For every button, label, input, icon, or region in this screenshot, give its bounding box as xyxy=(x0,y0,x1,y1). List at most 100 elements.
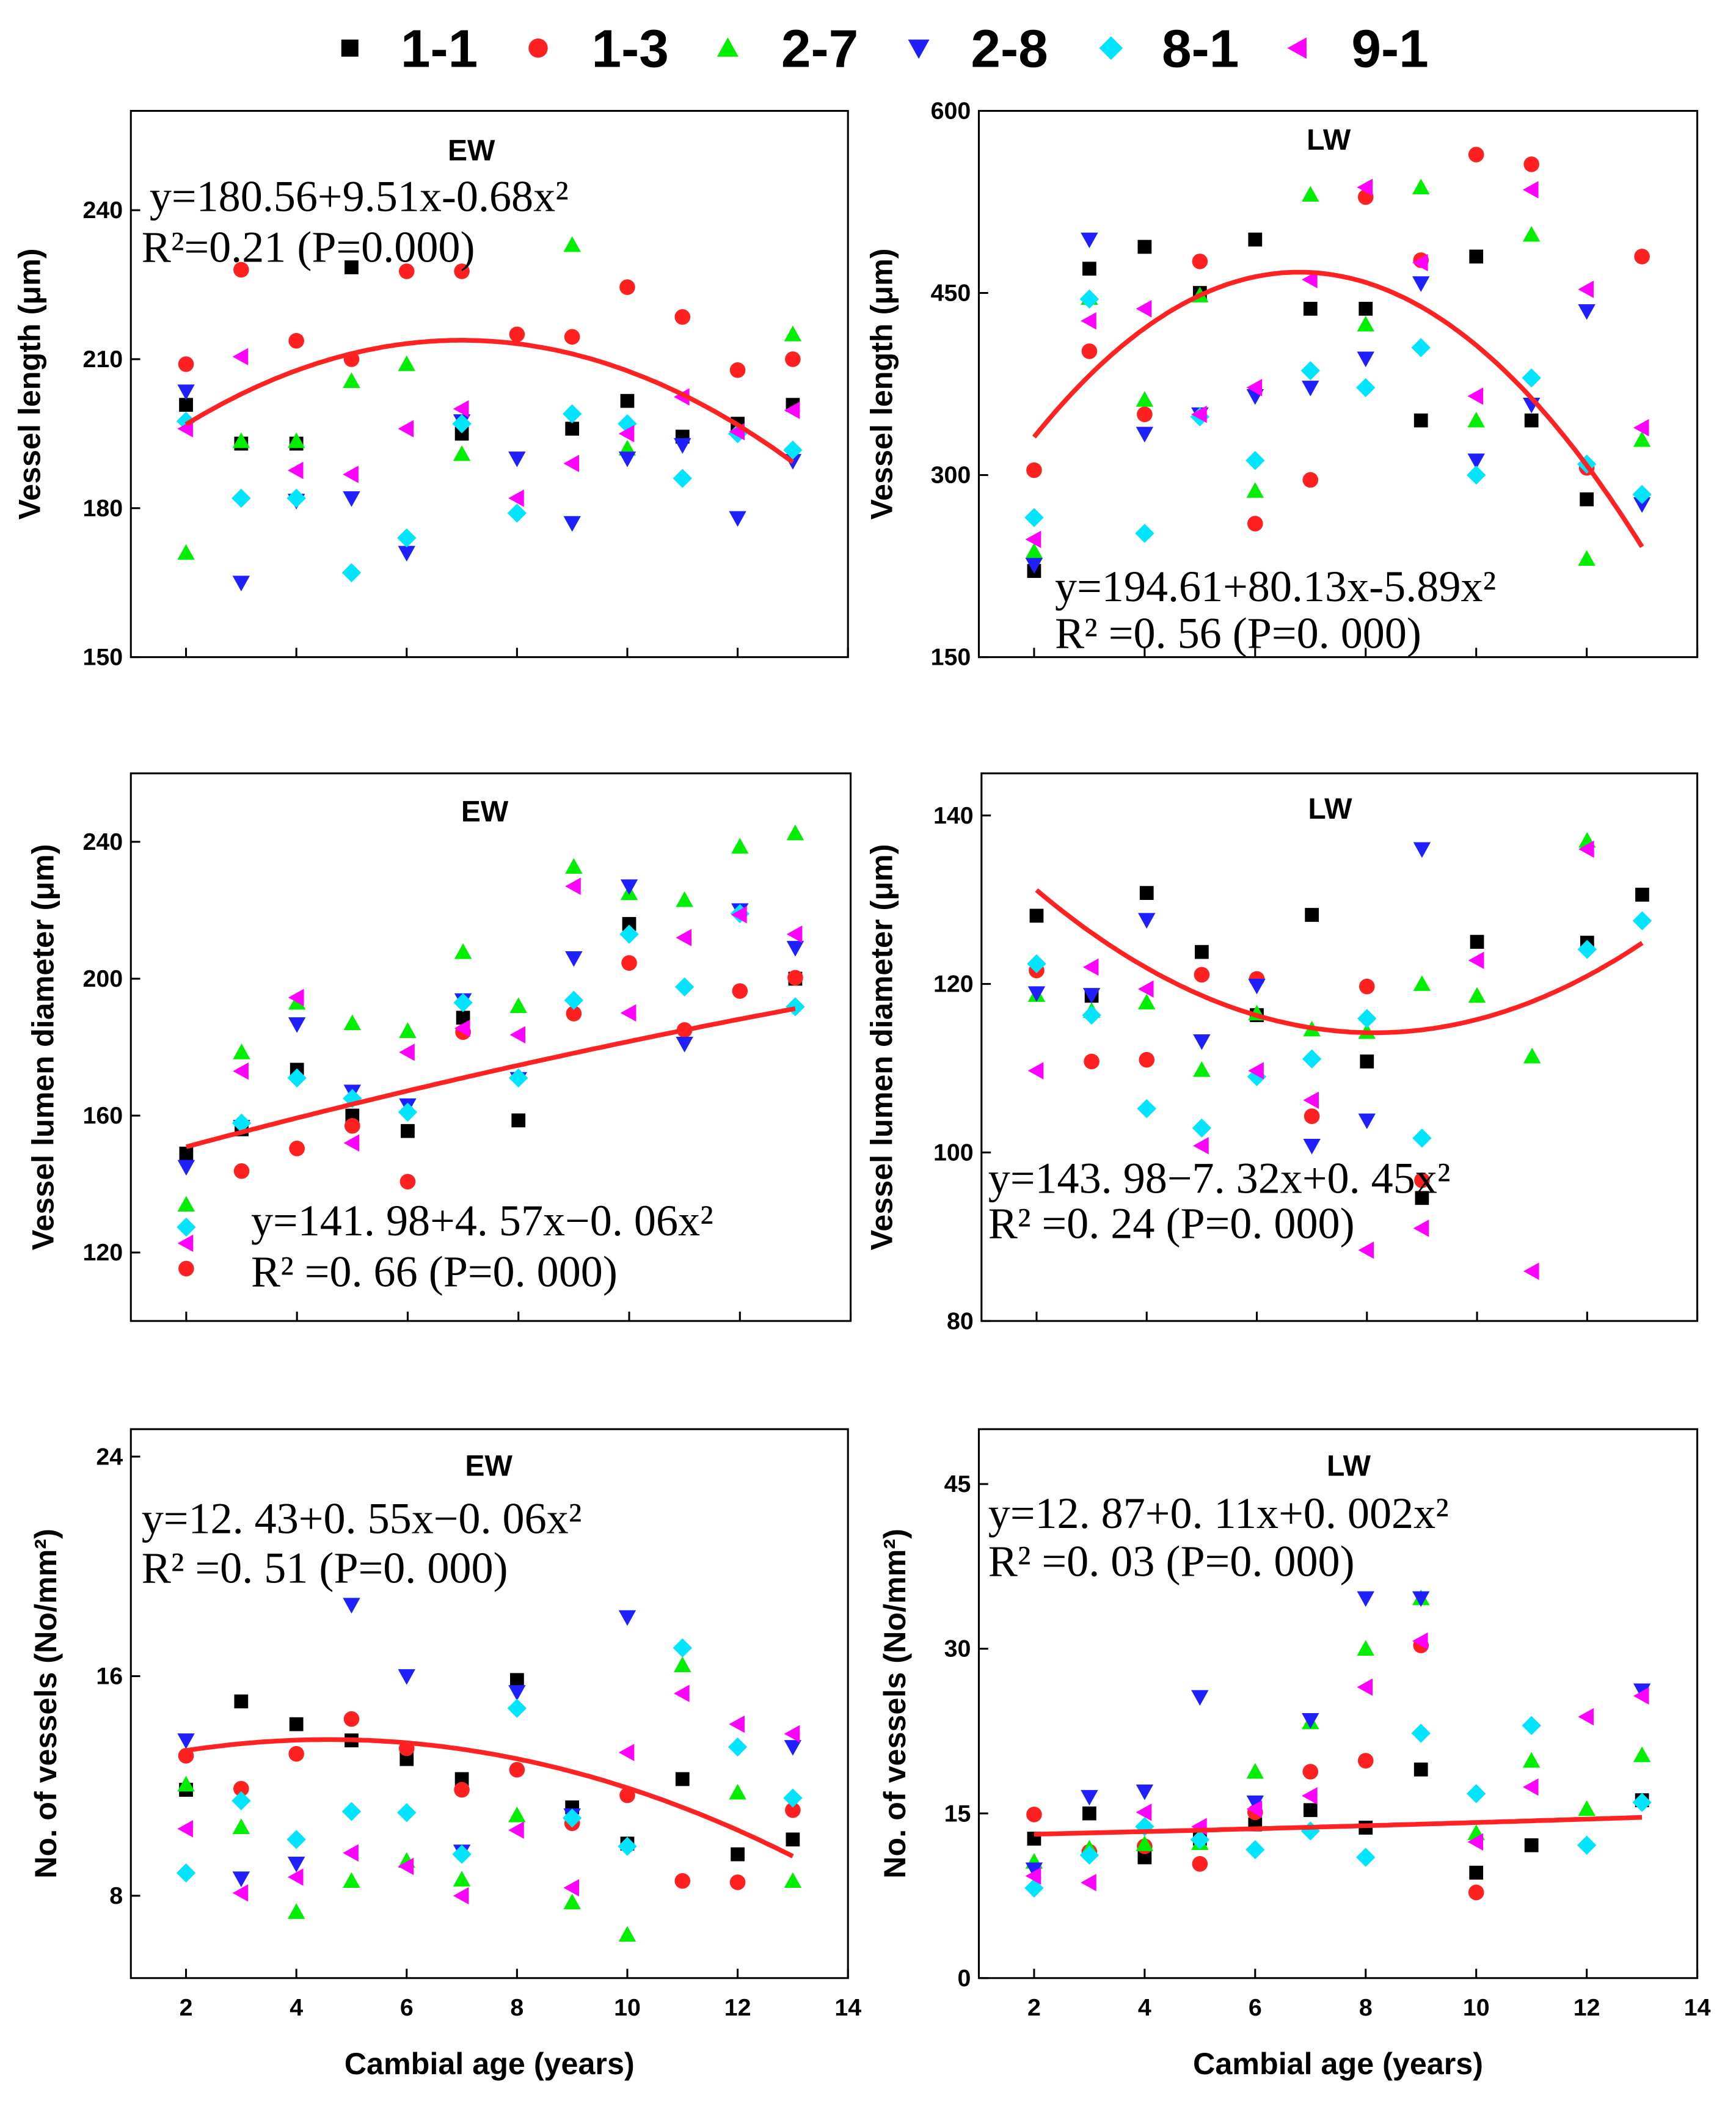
data-point xyxy=(1191,406,1207,423)
series-2-7 xyxy=(177,236,802,560)
data-point xyxy=(1469,249,1484,264)
x-tick-label: 14 xyxy=(1684,1994,1711,2021)
data-point xyxy=(1084,1053,1100,1070)
y-axis-label: Vessel lumen diameter (μm) xyxy=(864,844,899,1251)
series-2-8 xyxy=(1025,232,1651,574)
data-point xyxy=(1634,249,1650,265)
data-point xyxy=(454,1019,470,1037)
data-point xyxy=(507,503,527,523)
data-point xyxy=(1414,1172,1430,1188)
data-point xyxy=(565,422,580,436)
y-tick-label: 30 xyxy=(944,1636,971,1662)
data-point xyxy=(177,1234,194,1252)
data-point xyxy=(286,488,306,508)
data-point xyxy=(1523,156,1539,172)
y-tick-label: 300 xyxy=(931,462,971,489)
data-point xyxy=(1024,508,1044,527)
data-point xyxy=(1357,1753,1374,1769)
data-point xyxy=(1413,1219,1429,1237)
y-tick-label: 120 xyxy=(933,971,974,998)
data-point xyxy=(1304,1108,1320,1124)
diamond-marker-icon xyxy=(1099,36,1123,60)
data-point xyxy=(1468,1884,1484,1901)
data-point xyxy=(288,1017,306,1033)
data-point xyxy=(1360,1054,1374,1069)
data-point xyxy=(1026,462,1042,478)
data-point xyxy=(1082,988,1101,1004)
data-point xyxy=(1081,312,1096,330)
y-tick-label: 160 xyxy=(82,1102,123,1129)
legend-item-9-1: 9-1 xyxy=(1287,18,1429,78)
panel-2: 150 300 450 600 Vessel length (μm) LW y=194.61… xyxy=(864,98,1699,671)
data-point xyxy=(618,451,636,467)
data-point xyxy=(731,838,749,854)
data-point xyxy=(1523,1262,1539,1280)
data-point xyxy=(232,488,251,508)
data-point xyxy=(177,544,195,560)
data-point xyxy=(510,1673,524,1687)
data-point xyxy=(341,563,362,583)
data-point xyxy=(1467,453,1485,469)
data-point xyxy=(1467,465,1486,485)
data-point xyxy=(674,1656,691,1672)
legend-label: 2-8 xyxy=(971,18,1048,78)
data-point xyxy=(287,1868,304,1886)
data-point xyxy=(232,1818,250,1835)
data-point xyxy=(1359,978,1375,995)
data-point xyxy=(509,1026,526,1044)
data-point xyxy=(1357,1591,1374,1607)
data-point xyxy=(454,263,470,279)
legend-label: 1-1 xyxy=(401,18,478,78)
data-point xyxy=(563,1879,580,1897)
data-point xyxy=(1025,530,1041,549)
series-2-8 xyxy=(177,384,802,591)
data-point xyxy=(1522,1778,1539,1796)
data-point xyxy=(785,351,801,367)
data-point xyxy=(287,1903,305,1919)
data-point xyxy=(1136,300,1152,318)
data-point xyxy=(1024,1878,1044,1898)
y-tick-label: 45 xyxy=(944,1471,971,1497)
fit-curve xyxy=(185,1737,794,1859)
data-point xyxy=(620,1004,636,1022)
data-point xyxy=(786,1832,800,1847)
data-point xyxy=(452,414,472,434)
data-point xyxy=(1524,1838,1539,1852)
data-point xyxy=(343,372,360,389)
data-point xyxy=(785,1802,801,1818)
data-point xyxy=(1415,1191,1429,1205)
data-point xyxy=(620,393,635,408)
data-point xyxy=(509,326,525,343)
data-point xyxy=(1358,1113,1376,1130)
data-point xyxy=(1302,186,1319,202)
data-point xyxy=(1633,419,1649,437)
data-point xyxy=(1248,1062,1264,1080)
data-point xyxy=(1246,1795,1264,1811)
data-point xyxy=(673,469,692,488)
data-point xyxy=(288,989,304,1006)
data-point xyxy=(508,489,524,507)
data-point xyxy=(398,263,415,279)
data-point xyxy=(1302,381,1319,397)
data-point xyxy=(453,1887,469,1905)
data-point xyxy=(1412,276,1430,292)
data-point xyxy=(508,1685,526,1701)
regression-equation: y=141. 98+4. 57x−0. 06x² xyxy=(251,1196,713,1245)
data-point xyxy=(1358,1241,1374,1259)
y-tick-label: 240 xyxy=(82,197,123,224)
data-point xyxy=(398,1102,418,1122)
data-point xyxy=(1356,378,1376,398)
data-point xyxy=(1192,1118,1212,1138)
data-point xyxy=(1578,1800,1596,1816)
data-point xyxy=(232,432,250,448)
x-axis-label: Cambial age (years) xyxy=(345,2046,635,2081)
plot-frame xyxy=(129,109,849,659)
data-point xyxy=(1192,254,1208,269)
data-point xyxy=(1079,289,1100,309)
y-tick-label: 600 xyxy=(931,98,971,125)
data-point xyxy=(1138,993,1156,1010)
data-point xyxy=(1079,1845,1100,1865)
data-point xyxy=(1467,411,1485,428)
data-point xyxy=(1195,945,1209,959)
